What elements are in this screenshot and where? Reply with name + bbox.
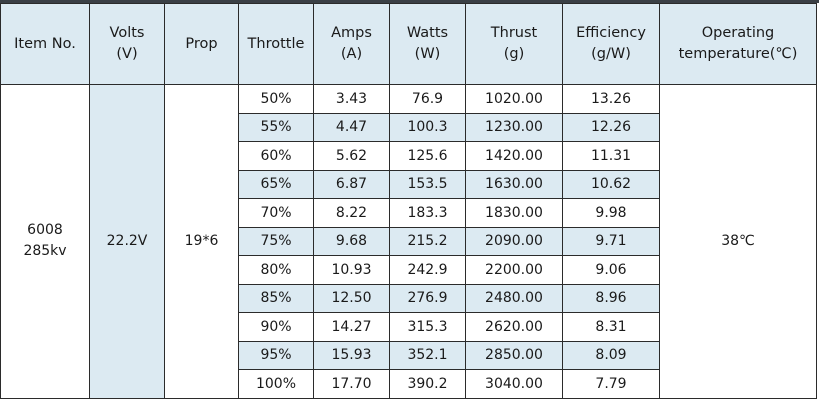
watts-cell: 100.3 xyxy=(389,112,466,142)
thrust-cell: 2090.00 xyxy=(465,226,563,256)
throttle-cell: 85% xyxy=(238,283,314,313)
motor-spec-table: Item No. Volts (V) Prop Throttle Amps (A… xyxy=(0,3,817,399)
thrust-cell: 1830.00 xyxy=(465,198,563,228)
throttle-cell: 55% xyxy=(238,112,314,142)
watts-cell: 76.9 xyxy=(389,84,466,114)
header-item-no: Item No. xyxy=(0,3,90,85)
efficiency-cell: 9.71 xyxy=(562,226,660,256)
header-label: Amps xyxy=(331,25,372,41)
table-row: 100% 17.70 390.2 3040.00 7.79 xyxy=(1,369,817,399)
watts-cell: 276.9 xyxy=(389,283,466,313)
header-row: Item No. Volts (V) Prop Throttle Amps (A… xyxy=(0,3,817,85)
table-row: 70% 8.22 183.3 1830.00 9.98 xyxy=(1,198,817,228)
item-no-kv: 285kv xyxy=(23,243,67,260)
watts-cell: 215.2 xyxy=(389,226,466,256)
throttle-cell: 50% xyxy=(238,84,314,114)
header-unit: (V) xyxy=(116,46,138,62)
throttle-cell: 100% xyxy=(238,369,314,399)
amps-cell: 14.27 xyxy=(313,312,390,342)
amps-cell: 4.47 xyxy=(313,112,390,142)
top-border-bar xyxy=(0,0,819,3)
watts-cell: 352.1 xyxy=(389,340,466,370)
thrust-cell: 1230.00 xyxy=(465,112,563,142)
header-unit: temperature(℃) xyxy=(678,46,798,62)
header-unit: (A) xyxy=(340,46,363,62)
efficiency-cell: 13.26 xyxy=(562,84,660,114)
header-efficiency: Efficiency (g/W) xyxy=(562,3,660,85)
throttle-cell: 80% xyxy=(238,255,314,285)
header-volts: Volts (V) xyxy=(89,3,165,85)
thrust-cell: 1420.00 xyxy=(465,141,563,171)
amps-cell: 3.43 xyxy=(313,84,390,114)
throttle-cell: 90% xyxy=(238,312,314,342)
efficiency-cell: 8.09 xyxy=(562,340,660,370)
watts-cell: 153.5 xyxy=(389,169,466,199)
table-row: 55% 4.47 100.3 1230.00 12.26 xyxy=(1,112,817,142)
thrust-cell: 3040.00 xyxy=(465,369,563,399)
thrust-cell: 2480.00 xyxy=(465,283,563,313)
efficiency-cell: 12.26 xyxy=(562,112,660,142)
efficiency-cell: 9.98 xyxy=(562,198,660,228)
header-operating-temperature: Operating temperature(℃) xyxy=(659,3,817,85)
header-unit: (W) xyxy=(414,46,441,62)
amps-cell: 17.70 xyxy=(313,369,390,399)
header-label: Efficiency xyxy=(576,25,646,41)
header-prop: Prop xyxy=(164,3,239,85)
header-amps: Amps (A) xyxy=(313,3,390,85)
item-no-cell: 6008 285kv xyxy=(0,84,90,399)
watts-cell: 183.3 xyxy=(389,198,466,228)
efficiency-cell: 11.31 xyxy=(562,141,660,171)
thrust-cell: 2200.00 xyxy=(465,255,563,285)
efficiency-cell: 7.79 xyxy=(562,369,660,399)
throttle-cell: 75% xyxy=(238,226,314,256)
watts-cell: 125.6 xyxy=(389,141,466,171)
table-row: 75% 9.68 215.2 2090.00 9.71 xyxy=(1,226,817,256)
throttle-cell: 65% xyxy=(238,169,314,199)
header-thrust: Thrust (g) xyxy=(465,3,563,85)
throttle-cell: 70% xyxy=(238,198,314,228)
efficiency-cell: 8.31 xyxy=(562,312,660,342)
header-label: Item No. xyxy=(14,35,76,52)
amps-cell: 12.50 xyxy=(313,283,390,313)
thrust-cell: 1020.00 xyxy=(465,84,563,114)
amps-cell: 8.22 xyxy=(313,198,390,228)
watts-cell: 242.9 xyxy=(389,255,466,285)
efficiency-cell: 9.06 xyxy=(562,255,660,285)
item-no-model: 6008 xyxy=(27,222,63,239)
efficiency-cell: 10.62 xyxy=(562,169,660,199)
watts-cell: 390.2 xyxy=(389,369,466,399)
header-label: Prop xyxy=(185,35,218,52)
thrust-cell: 1630.00 xyxy=(465,169,563,199)
table-row: 6008 285kv 22.2V 19*6 50% 3.43 76.9 1020… xyxy=(0,84,817,399)
throttle-cell: 95% xyxy=(238,340,314,370)
header-label: Operating xyxy=(701,25,775,41)
amps-cell: 10.93 xyxy=(313,255,390,285)
table-row: 90% 14.27 315.3 2620.00 8.31 xyxy=(1,312,817,342)
table-row: 85% 12.50 276.9 2480.00 8.96 xyxy=(1,283,817,313)
table-row: 65% 6.87 153.5 1630.00 10.62 xyxy=(1,169,817,199)
watts-cell: 315.3 xyxy=(389,312,466,342)
prop-cell: 19*6 xyxy=(164,84,239,399)
operating-temperature-cell: 38℃ xyxy=(659,84,817,399)
throttle-cell: 60% xyxy=(238,141,314,171)
amps-cell: 5.62 xyxy=(313,141,390,171)
table-row: 80% 10.93 242.9 2200.00 9.06 xyxy=(1,255,817,285)
efficiency-cell: 8.96 xyxy=(562,283,660,313)
header-label: Watts xyxy=(406,25,449,41)
header-unit: (g/W) xyxy=(591,46,631,62)
thrust-cell: 2850.00 xyxy=(465,340,563,370)
header-label: Thrust xyxy=(490,25,538,41)
header-label: Throttle xyxy=(247,35,305,52)
amps-cell: 9.68 xyxy=(313,226,390,256)
volts-cell: 22.2V xyxy=(89,84,165,399)
header-throttle: Throttle xyxy=(238,3,314,85)
header-watts: Watts (W) xyxy=(389,3,466,85)
amps-cell: 15.93 xyxy=(313,340,390,370)
thrust-cell: 2620.00 xyxy=(465,312,563,342)
header-unit: (g) xyxy=(503,46,525,62)
amps-cell: 6.87 xyxy=(313,169,390,199)
header-label: Volts xyxy=(109,25,145,41)
